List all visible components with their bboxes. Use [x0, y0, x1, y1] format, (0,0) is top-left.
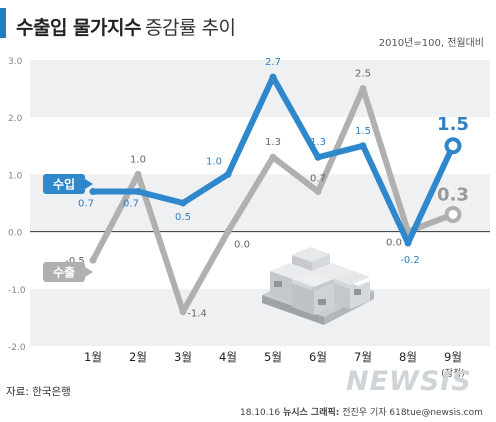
legend-tag-0	[43, 174, 85, 194]
data-label: 1.3	[310, 137, 326, 148]
source-note: 자료: 한국은행	[6, 386, 71, 398]
watermark: NEWSIS	[346, 366, 472, 397]
grid-band	[30, 231, 490, 289]
credit-date: 18.10.16	[240, 408, 281, 418]
point-marker	[444, 205, 462, 223]
data-label: 1.5	[355, 126, 371, 137]
grid-band	[30, 288, 490, 346]
chart-title: 수출입 물가지수 증감률 추이	[16, 13, 236, 40]
data-labels: 0.7 0.7 0.5 1.0 2.7 1.3 1.5 -0.2 1.5 -0.5 1.0 -1.4 0…	[65, 57, 469, 320]
point-marker	[224, 170, 232, 178]
data-label: 0.0	[234, 240, 250, 251]
x-tick-label: 9월	[444, 350, 462, 364]
data-label: -0.2	[400, 255, 420, 266]
boxes-illustration	[262, 247, 374, 325]
title-bold: 수출입 물가지수	[16, 17, 141, 39]
data-label: 0.3	[437, 184, 469, 205]
x-tick-label: 3월	[174, 350, 192, 364]
y-tick-label: 1.0	[8, 171, 23, 181]
legend-tag-pointer	[85, 179, 93, 189]
point-marker	[179, 308, 187, 316]
data-label: 0.0	[386, 238, 402, 249]
legend-tag-pointer	[85, 267, 93, 277]
point-marker	[269, 73, 277, 81]
x-tick-label: 7월	[354, 350, 372, 364]
credit-person: 전진우 기자 618tue@newsis.com	[342, 408, 483, 418]
data-label: 1.3	[265, 137, 281, 148]
x-tick-label: 6월	[309, 350, 327, 364]
data-label: -1.4	[187, 309, 207, 320]
pallet-front	[262, 295, 324, 325]
point-marker	[359, 142, 367, 150]
legend-label: 수출	[53, 265, 75, 280]
title-accent-bar	[0, 8, 6, 38]
data-label: 2.5	[355, 69, 371, 80]
data-label: 0.7	[123, 199, 139, 210]
x-tick-label: 1월	[84, 350, 102, 364]
point-marker	[134, 188, 142, 196]
legend-tag-1	[43, 262, 85, 282]
x-tick-note: (잠정)	[441, 368, 465, 379]
data-label: 1.0	[130, 154, 146, 165]
legend-label: 수입	[53, 178, 75, 192]
point-marker	[359, 85, 367, 93]
point-marker	[224, 228, 232, 236]
data-label: 0.7	[310, 174, 326, 185]
y-tick-label: 0.0	[8, 229, 23, 239]
y-axis: 3.0 2.0 1.0 0.0 -1.0 -2.0	[8, 57, 26, 353]
title-rest: 증감률 추이	[144, 17, 236, 39]
data-label: 0.7	[78, 199, 94, 210]
x-axis: 1월 2월 3월 4월 5월 6월 7월 8월 9월 (잠정)	[84, 350, 465, 379]
credit-line: 18.10.16 뉴시스 그래픽: 전진우 기자 618tue@newsis.c…	[240, 405, 483, 418]
data-label: 1.0	[206, 156, 222, 167]
point-marker	[314, 188, 322, 196]
y-tick-label: 3.0	[8, 57, 23, 67]
point-marker	[179, 199, 187, 207]
x-tick-label: 5월	[264, 350, 282, 364]
credit-org: 뉴시스 그래픽:	[282, 408, 340, 418]
point-marker	[89, 188, 97, 196]
data-label: 1.5	[437, 114, 469, 135]
x-tick-label: 8월	[399, 350, 417, 364]
point-marker	[89, 256, 97, 264]
grid-band	[30, 117, 490, 175]
point-marker	[404, 239, 412, 247]
y-tick-label: -1.0	[8, 286, 26, 296]
data-label: 0.5	[175, 212, 191, 223]
x-tick-label: 4월	[219, 350, 237, 364]
y-tick-label: 2.0	[8, 114, 23, 124]
y-tick-label: -2.0	[8, 343, 26, 353]
unit-note: 2010년=100, 전월대비	[378, 38, 484, 49]
x-tick-label: 2월	[129, 350, 147, 364]
point-marker	[269, 153, 277, 161]
point-marker	[134, 170, 142, 178]
data-label: 2.7	[265, 57, 281, 68]
point-marker	[444, 137, 462, 155]
data-label: -0.5	[65, 256, 85, 267]
point-marker	[314, 153, 322, 161]
series-lines	[89, 73, 462, 316]
